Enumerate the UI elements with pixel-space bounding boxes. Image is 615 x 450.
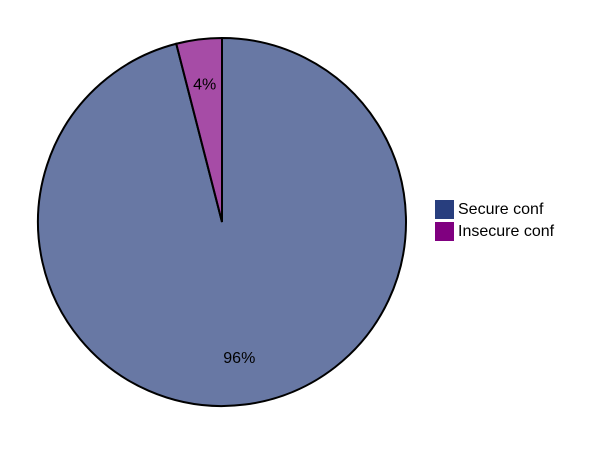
pie-slice [175,36,223,223]
legend-swatch [435,222,454,241]
legend-label: Secure conf [458,201,544,218]
legend-label: Insecure conf [458,223,555,240]
slice-label: 96% [223,350,255,367]
legend-swatch [435,200,454,219]
slice-label: 4% [193,76,216,93]
